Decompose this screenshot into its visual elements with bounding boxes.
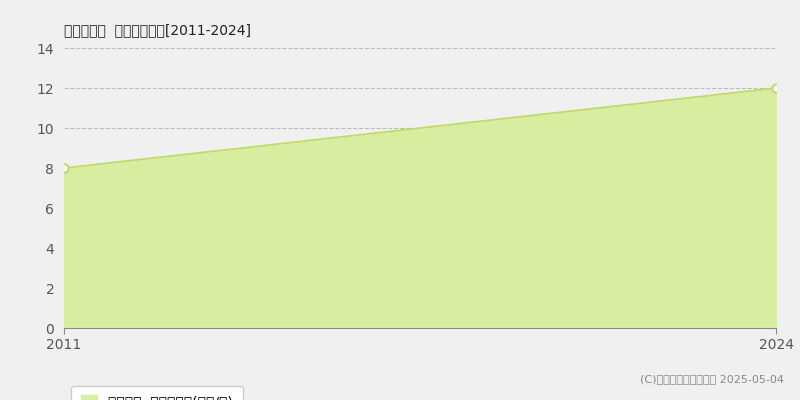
Legend: 住宅価格  平均坪単価(万円/坪): 住宅価格 平均坪単価(万円/坪) (71, 386, 243, 400)
Text: 吉川市中島  住宅価格推移[2011-2024]: 吉川市中島 住宅価格推移[2011-2024] (64, 23, 251, 37)
Text: (C)土地価格ドットコム 2025-05-04: (C)土地価格ドットコム 2025-05-04 (640, 374, 784, 384)
